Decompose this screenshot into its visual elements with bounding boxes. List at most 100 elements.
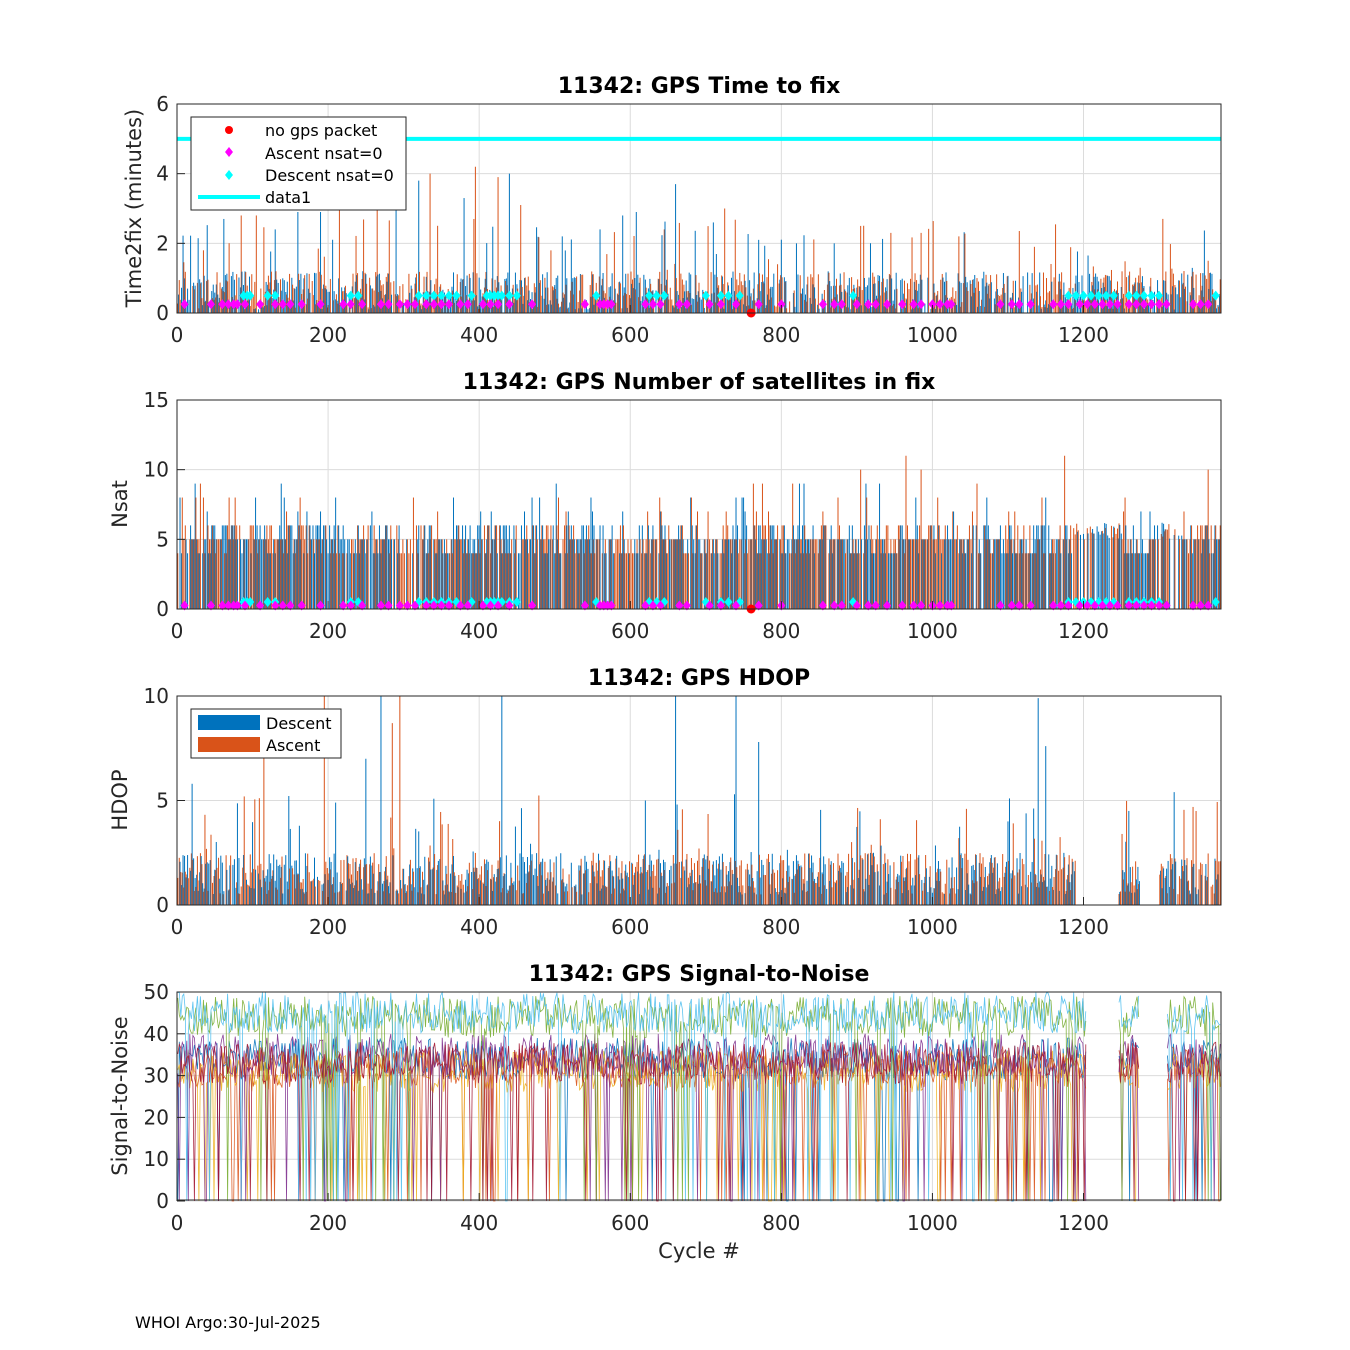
ascent-nsat0-marker <box>486 299 495 310</box>
ascent-nsat0-marker <box>444 299 453 310</box>
ascent-nsat0-marker <box>996 299 1005 310</box>
ascent-nsat0-marker <box>675 299 684 310</box>
y-tick-label: 10 <box>144 684 169 708</box>
ascent-nsat0-marker <box>580 600 589 611</box>
ascent-nsat0-marker <box>947 600 956 611</box>
descent-nsat0-marker <box>1094 290 1103 301</box>
ascent-nsat0-marker <box>935 600 944 611</box>
descent-nsat0-marker <box>512 597 521 608</box>
ascent-nsat0-marker <box>864 600 873 611</box>
bars <box>177 166 1221 313</box>
tick-labels: 0 200 400 600 800 1000 1200 0 5 10 15 <box>144 388 1109 643</box>
y-tick-label: 2 <box>156 231 169 255</box>
ascent-nsat0-marker <box>754 600 763 611</box>
x-tick-label: 600 <box>611 1211 649 1235</box>
ascent-nsat0-marker <box>224 600 233 611</box>
ascent-nsat0-marker <box>818 600 827 611</box>
ascent-nsat0-marker <box>206 299 215 310</box>
y-tick-label: 0 <box>156 893 169 917</box>
ascent-nsat0-marker <box>1007 600 1016 611</box>
y-tick-label: 50 <box>144 980 169 1004</box>
descent-nsat0-marker <box>735 290 744 301</box>
descent-nsat0-marker <box>716 290 725 301</box>
ascent-nsat0-marker <box>1196 600 1205 611</box>
ascent-nsat0-marker <box>928 299 937 310</box>
y-tick-label: 20 <box>144 1105 169 1129</box>
legend-label-data1: data1 <box>265 188 311 207</box>
ascent-nsat0-marker <box>818 299 827 310</box>
ascent-nsat0-marker <box>486 600 495 611</box>
legend-marker-descent <box>225 170 233 180</box>
ascent-nsat0-marker <box>682 600 691 611</box>
legend[interactable]: Descent Ascent <box>190 708 342 759</box>
ascent-nsat0-marker <box>1196 299 1205 310</box>
ascent-nsat0-marker <box>898 299 907 310</box>
ascent-nsat0-marker <box>1026 600 1035 611</box>
ascent-nsat0-marker <box>346 600 355 611</box>
descent-nsat0-marker <box>452 290 461 301</box>
x-tick-label: 800 <box>762 1211 800 1235</box>
ascent-nsat0-marker <box>1105 600 1114 611</box>
y-tick-label: 15 <box>144 388 169 412</box>
descent-nsat0-marker <box>505 290 514 301</box>
descent-nsat0-marker <box>444 290 453 301</box>
ascent-nsat0-marker <box>777 299 786 310</box>
ascent-nsat0-marker <box>1056 299 1065 310</box>
descent-nsat0-marker <box>414 290 423 301</box>
tick-labels: 0 200 400 600 800 1000 1200 0 10 20 30 40 50 <box>144 980 1109 1235</box>
panel-nsat: 11342: GPS Number of satellites in fix N… <box>108 370 1222 643</box>
legend[interactable]: no gps packet Ascent nsat=0 Descent nsat… <box>190 116 407 211</box>
y-axis-label: Nsat <box>108 480 132 528</box>
ascent-nsat0-marker <box>240 299 249 310</box>
ascent-nsat0-marker <box>233 600 242 611</box>
ascent-nsat0-marker <box>1098 600 1107 611</box>
y-tick-label: 0 <box>156 597 169 621</box>
descent-nsat0-marker <box>1071 290 1080 301</box>
ascent-nsat0-marker <box>716 600 725 611</box>
ascent-nsat0-marker <box>1026 299 1035 310</box>
ascent-nsat0-marker <box>716 299 725 310</box>
y-axis-label: Time2fix (minutes) <box>122 109 146 308</box>
ascent-nsat0-marker <box>403 600 412 611</box>
y-axis-label: Signal-to-Noise <box>108 1016 132 1175</box>
ascent-nsat0-marker <box>437 600 446 611</box>
ascent-nsat0-marker <box>528 600 537 611</box>
ascent-nsat0-marker <box>641 299 650 310</box>
ascent-nsat0-marker <box>286 600 295 611</box>
ascent-nsat0-marker <box>1155 600 1164 611</box>
ascent-nsat0-marker <box>1113 600 1122 611</box>
ascent-nsat0-marker <box>403 299 412 310</box>
descent-nsat0-marker <box>1087 290 1096 301</box>
x-tick-label: 600 <box>611 323 649 347</box>
ascent-nsat0-marker <box>271 600 280 611</box>
x-tick-label: 1000 <box>907 915 958 939</box>
ascent-nsat0-marker <box>376 600 385 611</box>
ascent-nsat0-marker <box>456 600 465 611</box>
descent-nsat0-marker <box>1139 290 1148 301</box>
ascent-nsat0-marker <box>607 600 616 611</box>
ascent-nsat0-marker <box>463 600 472 611</box>
ascent-nsat0-marker <box>422 600 431 611</box>
x-tick-label: 400 <box>460 1211 498 1235</box>
descent-nsat0-marker <box>660 290 669 301</box>
ascent-nsat0-marker <box>1132 299 1141 310</box>
ascent-nsat0-marker <box>705 299 714 310</box>
ascent-nsat0-marker <box>478 299 487 310</box>
descent-nsat0-marker <box>849 290 858 301</box>
ascent-nsat0-marker <box>384 299 393 310</box>
x-tick-label: 200 <box>309 915 347 939</box>
axes-box <box>176 991 1222 1201</box>
ascent-nsat0-marker <box>1090 299 1099 310</box>
panel-hdop: 11342: GPS HDOP HDOP 0 200 400 600 800 1000 12… <box>108 666 1222 939</box>
ascent-nsat0-marker <box>224 299 233 310</box>
ascent-nsat0-marker <box>1189 299 1198 310</box>
x-tick-label: 400 <box>460 619 498 643</box>
chart-title: 11342: GPS Signal-to-Noise <box>529 962 870 987</box>
x-tick-label: 800 <box>762 619 800 643</box>
ascent-nsat0-marker <box>422 299 431 310</box>
legend-label-descent: Descent <box>266 714 332 733</box>
ascent-nsat0-marker <box>917 600 926 611</box>
legend-marker-no-gps <box>225 126 233 134</box>
ascent-nsat0-marker <box>883 299 892 310</box>
ascent-nsat0-marker <box>648 600 657 611</box>
